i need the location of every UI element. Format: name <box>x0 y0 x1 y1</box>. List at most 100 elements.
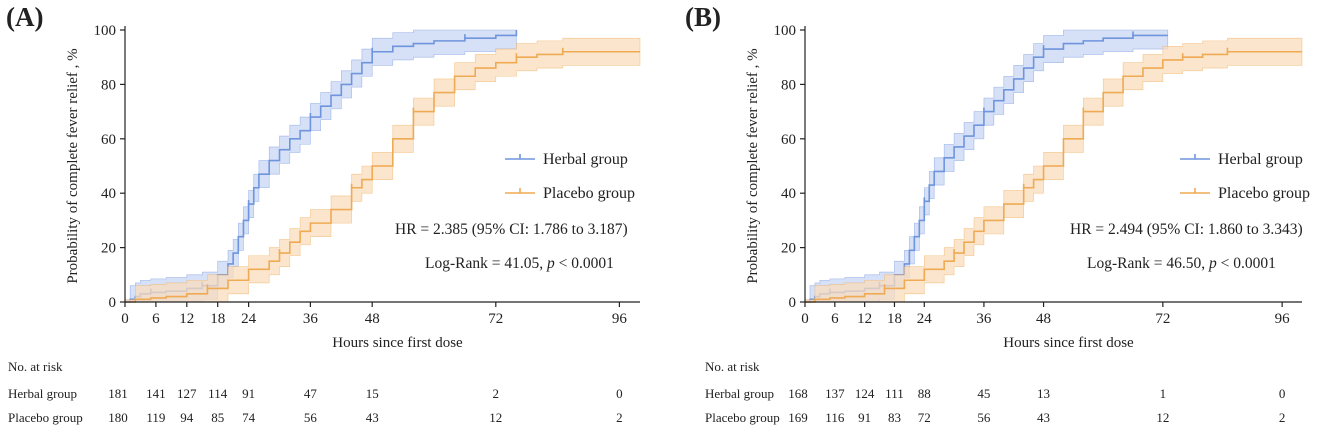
risk-value: 137 <box>825 386 845 401</box>
ci-band-placebo <box>124 37 641 303</box>
x-tick-label: 96 <box>612 311 628 327</box>
risk-value: 13 <box>1037 386 1050 401</box>
x-tick-label: 18 <box>887 311 902 327</box>
log-rank-prefix: Log-Rank = 41.05, <box>425 255 547 272</box>
x-axis-title: Hours since first dose <box>332 335 463 351</box>
legend-label: Herbal group <box>543 151 628 168</box>
risk-value: 116 <box>825 410 845 425</box>
x-axis-title: Hours since first dose <box>1003 335 1134 351</box>
hazard-ratio-text: HR = 2.385 (95% CI: 1.786 to 3.187) <box>395 221 628 238</box>
x-tick-label: 0 <box>121 311 129 327</box>
y-tick-label: 80 <box>781 77 796 93</box>
legend-item-placebo: Placebo group <box>1180 185 1310 202</box>
risk-row-label: Herbal group <box>8 386 77 401</box>
risk-row-label: Placebo group <box>705 410 780 425</box>
x-tick-label: 6 <box>152 311 160 327</box>
x-tick-label: 36 <box>976 311 992 327</box>
risk-value: 47 <box>304 386 318 401</box>
risk-value: 2 <box>616 410 623 425</box>
ci-band-placebo <box>804 37 1303 303</box>
log-rank-p: p <box>546 255 555 272</box>
legend-item-placebo: Placebo group <box>505 185 635 202</box>
risk-value: 181 <box>108 386 128 401</box>
x-tick-label: 0 <box>801 311 809 327</box>
y-tick-label: 0 <box>789 295 797 311</box>
risk-value: 94 <box>180 410 194 425</box>
risk-value: 0 <box>616 386 623 401</box>
x-tick-label: 18 <box>210 311 225 327</box>
panel-label: (B) <box>685 2 721 32</box>
risk-value: 91 <box>858 410 871 425</box>
risk-value: 12 <box>1156 410 1169 425</box>
risk-value: 127 <box>177 386 197 401</box>
y-tick-label: 60 <box>101 132 116 148</box>
risk-table: No. at risk Herbal group 168 137 124 111 88 45 1… <box>705 359 1285 425</box>
legend-item-herbal: Herbal group <box>505 151 628 168</box>
risk-value: 124 <box>855 386 875 401</box>
km-curve-placebo <box>125 50 640 303</box>
risk-value: 1 <box>1160 386 1167 401</box>
risk-value: 88 <box>918 386 931 401</box>
risk-row-label: Placebo group <box>8 410 83 425</box>
y-tick-label: 20 <box>781 241 796 257</box>
legend-item-herbal: Herbal group <box>1180 151 1303 168</box>
log-rank-suffix: < 0.0001 <box>1217 255 1276 272</box>
risk-value: 72 <box>918 410 931 425</box>
km-curve-placebo <box>805 50 1302 303</box>
x-tick-label: 48 <box>1036 311 1051 327</box>
risk-table-title: No. at risk <box>8 359 63 374</box>
log-rank-text: Log-Rank = 41.05, p < 0.0001 <box>425 255 614 272</box>
risk-value: 169 <box>788 410 808 425</box>
risk-value: 2 <box>493 386 500 401</box>
risk-value: 168 <box>788 386 808 401</box>
risk-value: 74 <box>242 410 256 425</box>
x-tick-label: 12 <box>179 311 194 327</box>
log-rank-p: p <box>1208 255 1217 272</box>
log-rank-text: Log-Rank = 46.50, p < 0.0001 <box>1087 255 1276 272</box>
y-tick-label: 40 <box>781 186 796 202</box>
x-tick-label: 12 <box>857 311 872 327</box>
risk-value: 141 <box>146 386 166 401</box>
risk-value: 114 <box>208 386 228 401</box>
x-tick-label: 96 <box>1275 311 1291 327</box>
x-tick-label: 72 <box>488 311 503 327</box>
risk-table: No. at risk Herbal group 181 141 127 114 91 47 1… <box>8 359 623 425</box>
risk-value: 15 <box>366 386 379 401</box>
x-tick-label: 24 <box>241 311 257 327</box>
risk-row-label: Herbal group <box>705 386 774 401</box>
y-tick-label: 60 <box>781 132 796 148</box>
x-tick-label: 72 <box>1155 311 1170 327</box>
log-rank-suffix: < 0.0001 <box>555 255 614 272</box>
log-rank-prefix: Log-Rank = 46.50, <box>1087 255 1209 272</box>
risk-value: 2 <box>1279 410 1286 425</box>
risk-value: 0 <box>1279 386 1286 401</box>
ci-band-herbal <box>804 29 1169 303</box>
risk-value: 91 <box>242 386 255 401</box>
risk-value: 43 <box>366 410 379 425</box>
x-tick-label: 24 <box>917 311 933 327</box>
x-tick-label: 36 <box>303 311 319 327</box>
x-tick-label: 48 <box>365 311 380 327</box>
risk-value: 119 <box>146 410 165 425</box>
legend-label: Herbal group <box>1218 151 1303 168</box>
y-tick-label: 40 <box>101 186 116 202</box>
hazard-ratio-text: HR = 2.494 (95% CI: 1.860 to 3.343) <box>1070 221 1303 238</box>
panel-label: (A) <box>6 2 43 32</box>
y-tick-label: 80 <box>101 77 116 93</box>
risk-value: 111 <box>885 386 904 401</box>
x-tick-label: 6 <box>831 311 839 327</box>
risk-value: 85 <box>211 410 224 425</box>
risk-table-title: No. at risk <box>705 359 760 374</box>
risk-value: 56 <box>977 410 991 425</box>
risk-value: 45 <box>977 386 990 401</box>
risk-value: 56 <box>304 410 318 425</box>
risk-value: 83 <box>888 410 901 425</box>
risk-value: 12 <box>489 410 502 425</box>
risk-value: 43 <box>1037 410 1050 425</box>
legend-label: Placebo group <box>1218 185 1310 202</box>
y-tick-label: 20 <box>101 241 116 257</box>
legend-label: Placebo group <box>543 185 635 202</box>
